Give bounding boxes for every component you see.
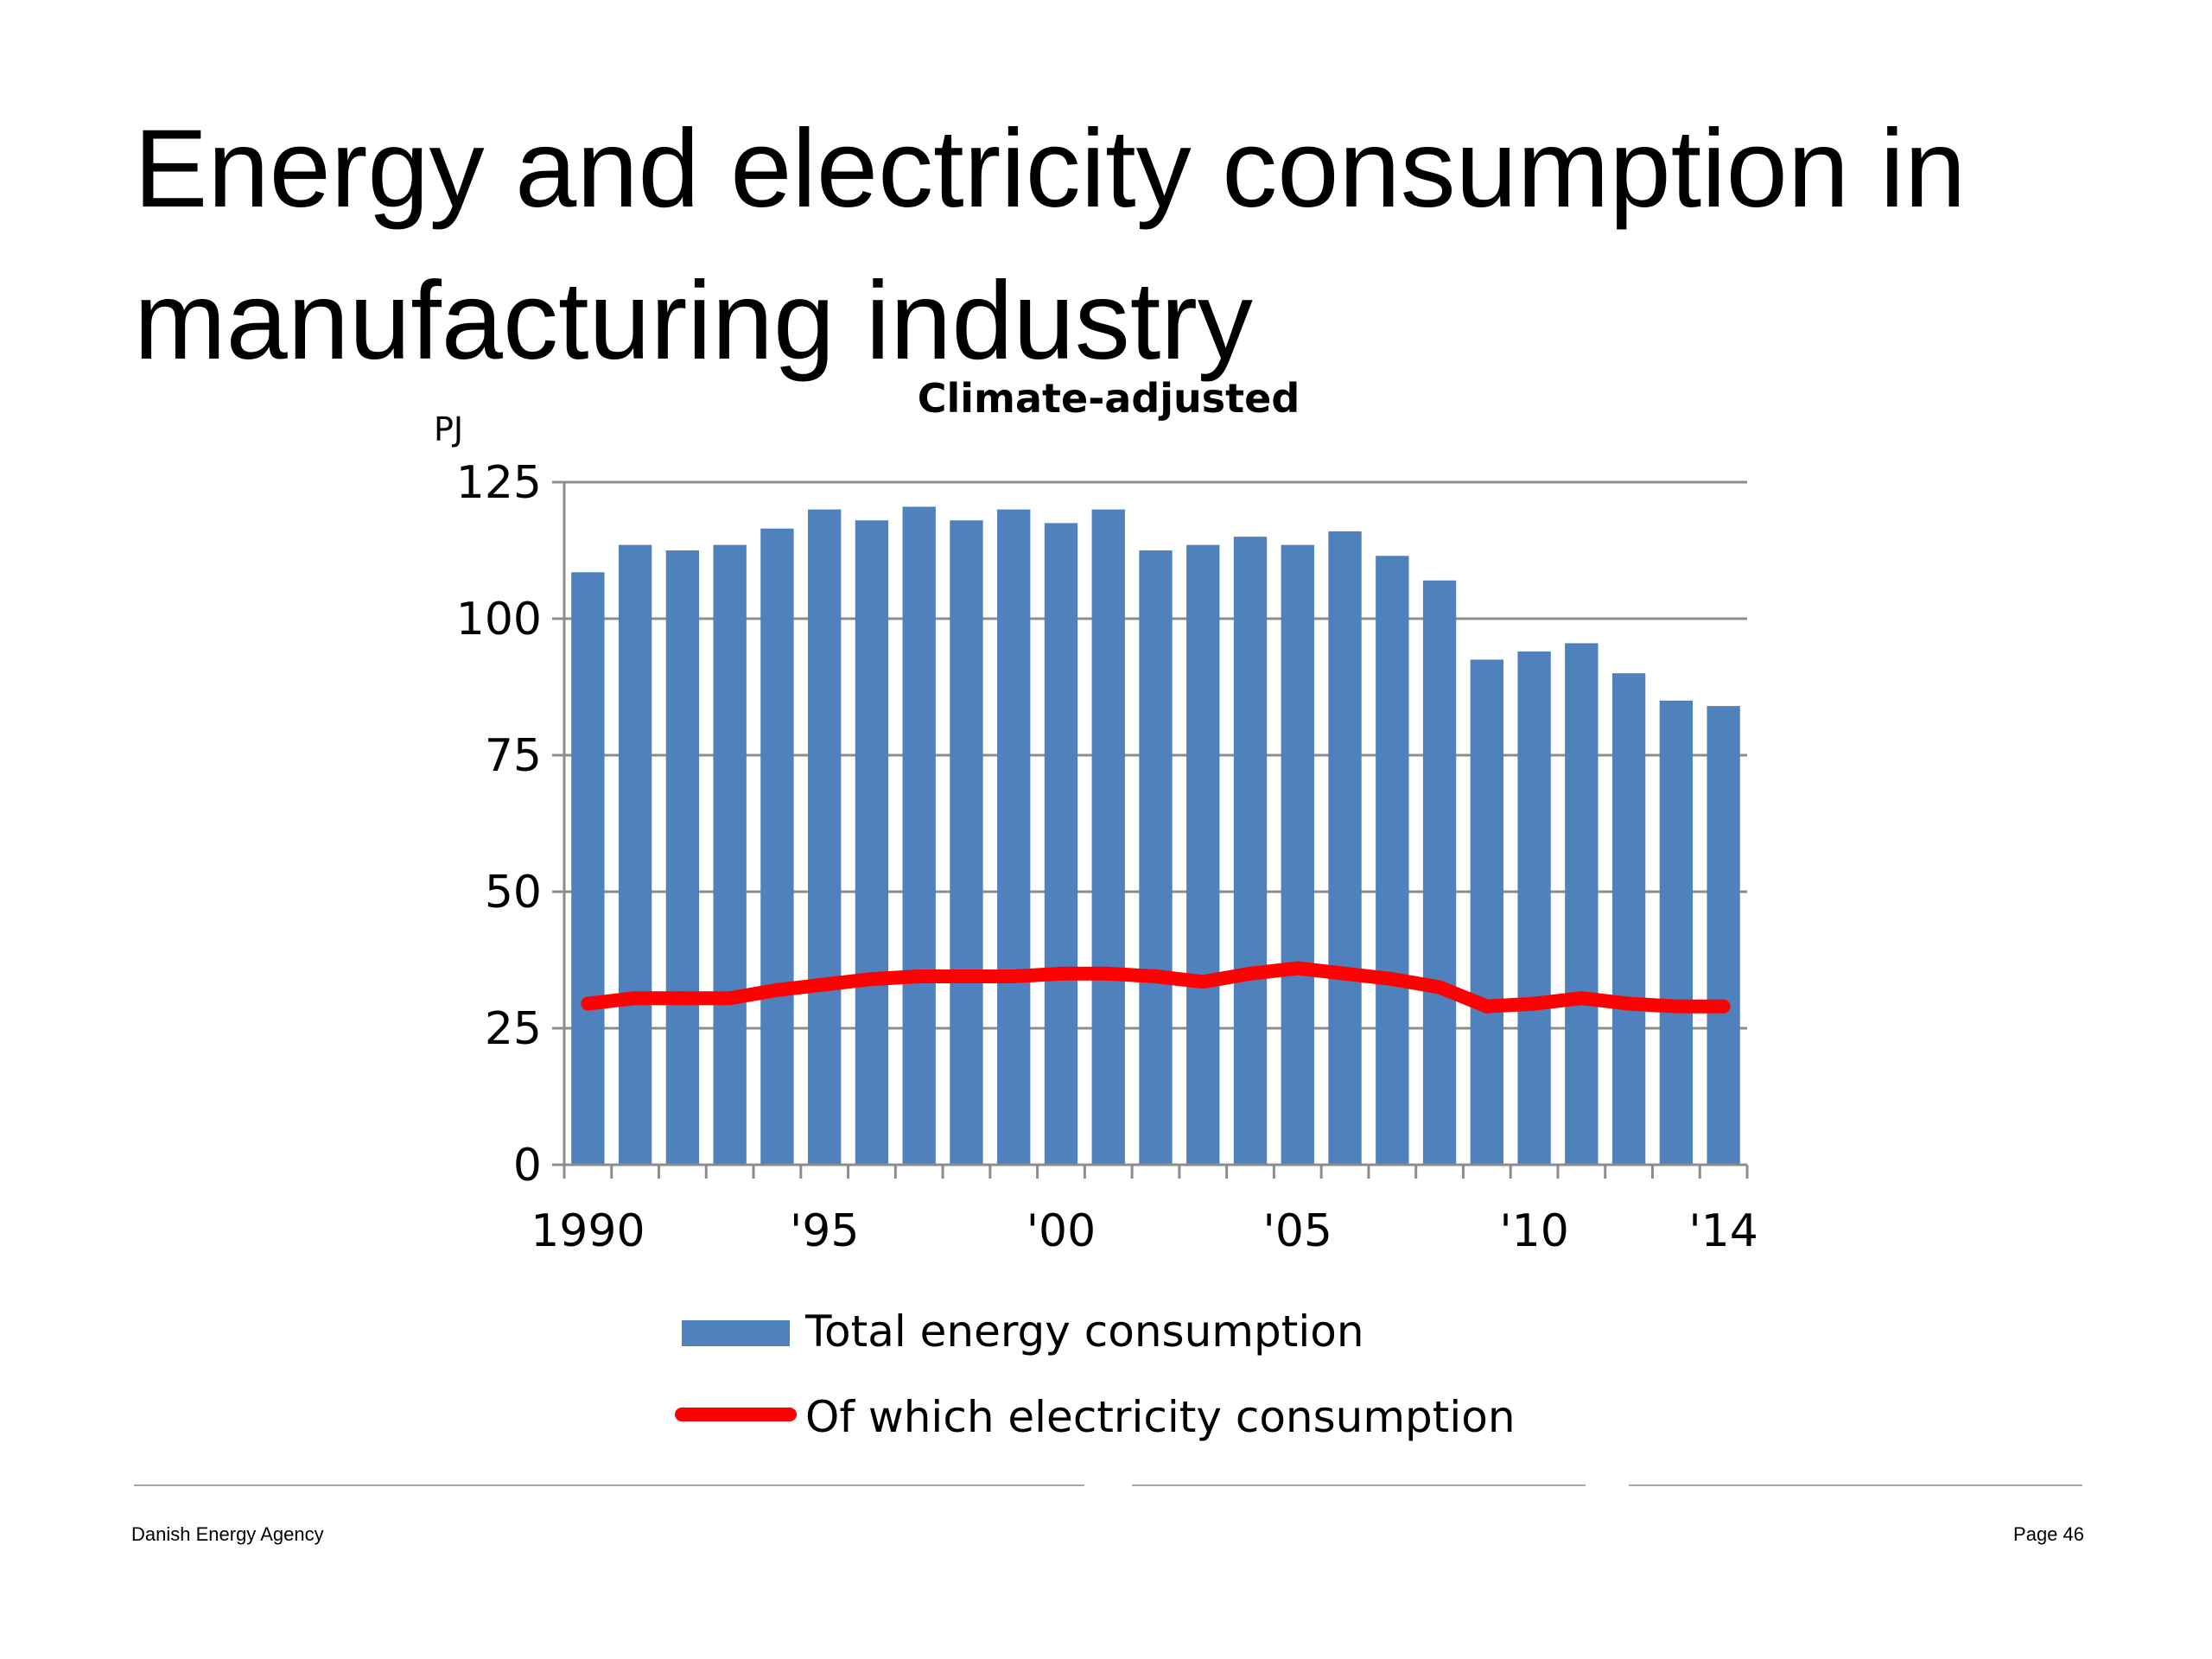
y-tick-labels: 0 25 50 75 100 125	[456, 457, 542, 1192]
bar	[808, 509, 842, 1165]
line-series	[581, 961, 1731, 1014]
bar	[760, 528, 794, 1165]
line-point	[1622, 996, 1637, 1011]
bar	[1470, 659, 1503, 1165]
bar	[950, 520, 983, 1165]
bar	[665, 550, 700, 1165]
line-point	[1053, 966, 1068, 981]
footer-divider-left	[134, 1484, 1084, 1486]
line-point	[959, 969, 974, 983]
line-point	[1716, 999, 1731, 1014]
line-point	[1433, 980, 1447, 995]
footer-organization: Danish Energy Agency	[131, 1523, 324, 1545]
line-point	[1574, 991, 1589, 1006]
line-point	[581, 996, 595, 1011]
footer-divider-right	[1629, 1484, 2082, 1486]
bar	[1044, 523, 1078, 1165]
line-point	[1196, 975, 1211, 989]
bar	[1186, 544, 1220, 1165]
bar	[1707, 706, 1740, 1165]
x-tick-label: '10	[1499, 1205, 1568, 1257]
bar	[1281, 544, 1314, 1165]
line-point	[1243, 966, 1258, 981]
x-tick-label: '00	[1027, 1205, 1096, 1257]
bar	[1422, 580, 1457, 1165]
line-point	[1479, 999, 1494, 1014]
bar	[1091, 509, 1125, 1165]
y-tick-label: 100	[456, 594, 542, 645]
x-tick-labels: 1990 '95 '00 '05 '10 '14	[531, 1205, 1758, 1257]
x-tick-label: 1990	[531, 1205, 645, 1257]
line-point	[864, 972, 879, 987]
bar	[713, 544, 747, 1165]
line-point	[1290, 961, 1305, 976]
y-tick-label: 0	[513, 1140, 542, 1192]
bar	[1328, 531, 1362, 1165]
bar	[855, 520, 889, 1165]
y-tick-label: 75	[485, 730, 542, 782]
x-tick-label: '95	[790, 1205, 859, 1257]
line-point	[1007, 969, 1021, 983]
chart-title: Climate-adjusted	[918, 375, 1300, 422]
line-point	[1669, 999, 1683, 1014]
bar	[902, 506, 936, 1165]
line-point	[1148, 969, 1163, 983]
axes	[552, 480, 1749, 1179]
x-tick-label: '14	[1688, 1205, 1758, 1257]
bar	[571, 572, 605, 1165]
footer-page-number: Page 46	[2013, 1523, 2084, 1545]
line-point	[628, 991, 643, 1006]
bar	[1376, 556, 1409, 1165]
y-tick-label: 50	[485, 867, 542, 918]
line-point	[1385, 972, 1400, 987]
bar	[997, 509, 1031, 1165]
legend: Total energy consumption Of which electr…	[675, 1306, 1516, 1442]
bar	[618, 544, 652, 1165]
bar	[1611, 673, 1646, 1165]
line-point	[1101, 966, 1116, 981]
legend-label-electricity: Of which electricity consumption	[805, 1392, 1516, 1442]
line-point	[722, 991, 737, 1006]
footer-divider-middle	[1132, 1484, 1586, 1486]
bar-series	[571, 506, 1740, 1165]
line-point	[675, 991, 690, 1006]
bar	[1659, 700, 1694, 1165]
y-tick-label: 25	[485, 1003, 542, 1055]
line-point	[1338, 966, 1352, 981]
legend-label-total-energy: Total energy consumption	[804, 1306, 1364, 1357]
line-point	[1527, 996, 1541, 1011]
x-tick-label: '05	[1263, 1205, 1332, 1257]
legend-swatch-total-energy	[682, 1320, 790, 1346]
bar	[1565, 643, 1599, 1165]
line-point	[770, 982, 785, 997]
bar	[1233, 537, 1268, 1165]
bar	[1139, 550, 1173, 1165]
bar	[1517, 651, 1551, 1165]
y-tick-label: 125	[456, 457, 542, 509]
y-axis-label: PJ	[434, 410, 463, 448]
line-point	[912, 969, 926, 983]
slide-title: Energy and electricity consumption in ma…	[134, 107, 1967, 383]
line-point	[817, 977, 832, 992]
